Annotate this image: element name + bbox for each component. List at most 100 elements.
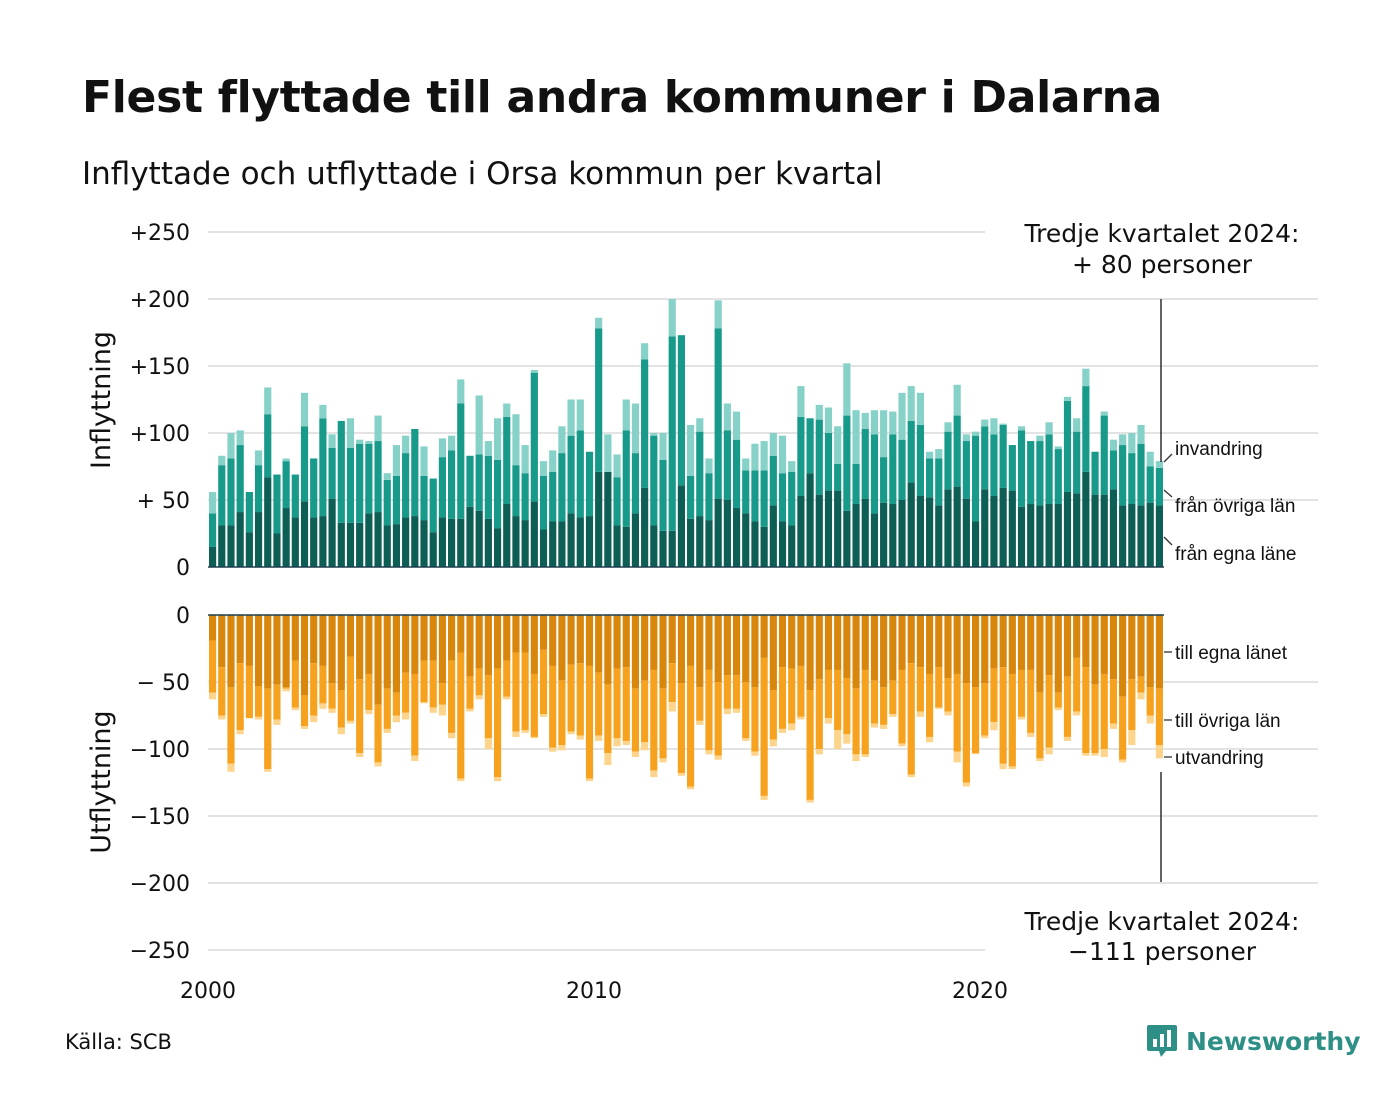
x-tick-label: 2000 xyxy=(180,979,236,1004)
bar xyxy=(907,663,915,775)
bar xyxy=(282,688,290,692)
bar xyxy=(1155,615,1163,689)
end-label-leader xyxy=(1163,453,1173,463)
bar xyxy=(806,418,814,474)
bar xyxy=(714,755,722,760)
bar xyxy=(1128,504,1136,567)
bar xyxy=(595,471,603,567)
bar xyxy=(1146,466,1154,503)
bar xyxy=(650,669,658,771)
bar xyxy=(227,615,235,688)
bar xyxy=(668,663,676,703)
bar xyxy=(558,680,566,745)
bar xyxy=(539,649,548,715)
bar xyxy=(328,447,336,499)
bar xyxy=(916,424,924,496)
bar xyxy=(448,732,456,739)
bar xyxy=(705,458,713,474)
bar xyxy=(1119,696,1127,760)
bar xyxy=(1054,504,1062,567)
bar xyxy=(438,517,446,567)
bar xyxy=(999,424,1007,488)
x-tick-label: 2020 xyxy=(952,979,1008,1004)
bar xyxy=(870,723,879,728)
bar xyxy=(227,525,235,567)
bar xyxy=(429,615,437,661)
bar xyxy=(1082,667,1090,754)
bar xyxy=(300,726,309,729)
bar xyxy=(1036,441,1044,506)
bar xyxy=(806,799,814,803)
bar xyxy=(742,470,750,514)
bar xyxy=(1036,692,1044,759)
bar xyxy=(944,615,952,678)
bar xyxy=(705,669,713,751)
bar xyxy=(512,465,520,517)
bar xyxy=(374,441,382,513)
bar xyxy=(576,663,584,736)
bar xyxy=(1137,443,1145,506)
bar xyxy=(438,683,446,705)
bar xyxy=(788,723,796,731)
bar xyxy=(824,490,833,567)
bar xyxy=(926,451,934,459)
bar xyxy=(273,474,281,534)
bar xyxy=(530,736,538,739)
annotation-text: + 80 personer xyxy=(1072,250,1253,279)
bar xyxy=(530,615,538,674)
bar xyxy=(356,679,364,754)
bar xyxy=(760,615,768,658)
bar xyxy=(1045,615,1053,676)
bar xyxy=(723,615,731,676)
bar xyxy=(448,660,456,733)
bar xyxy=(622,615,630,668)
bar xyxy=(815,404,823,420)
bar xyxy=(521,445,529,474)
bar xyxy=(926,736,934,743)
bar xyxy=(218,525,226,567)
bar xyxy=(659,688,667,759)
logo-text: Newsworthy xyxy=(1186,1026,1361,1056)
bar xyxy=(1045,747,1053,755)
bar xyxy=(916,667,924,712)
bar xyxy=(852,463,860,505)
bar xyxy=(337,690,345,728)
bar xyxy=(549,747,557,752)
bar xyxy=(484,518,492,567)
bar xyxy=(870,410,879,435)
bar xyxy=(677,485,685,567)
bar xyxy=(245,491,253,533)
bar xyxy=(778,615,787,668)
bar xyxy=(1109,450,1118,490)
bar xyxy=(282,687,290,689)
bar xyxy=(898,439,906,500)
bar xyxy=(824,669,833,719)
bar xyxy=(687,786,695,790)
bar xyxy=(797,416,805,496)
bar xyxy=(1063,491,1072,567)
bar xyxy=(971,687,980,754)
bar xyxy=(1054,446,1062,450)
bar xyxy=(732,615,741,676)
bar xyxy=(962,683,970,783)
bar xyxy=(843,510,851,567)
bar xyxy=(815,494,823,567)
bar xyxy=(907,386,915,421)
bar xyxy=(466,708,474,712)
bar xyxy=(457,615,465,653)
bar xyxy=(576,735,584,740)
bar xyxy=(751,470,759,522)
bar xyxy=(512,414,520,466)
bar xyxy=(870,513,879,567)
bar xyxy=(714,498,722,567)
bar xyxy=(824,433,833,491)
bar xyxy=(300,426,309,502)
bar xyxy=(576,399,584,431)
bar xyxy=(549,615,557,666)
bar xyxy=(300,615,309,696)
bar xyxy=(392,524,401,567)
bar xyxy=(962,498,970,567)
bar xyxy=(1027,669,1035,733)
bar xyxy=(337,727,345,735)
bar xyxy=(916,392,924,425)
